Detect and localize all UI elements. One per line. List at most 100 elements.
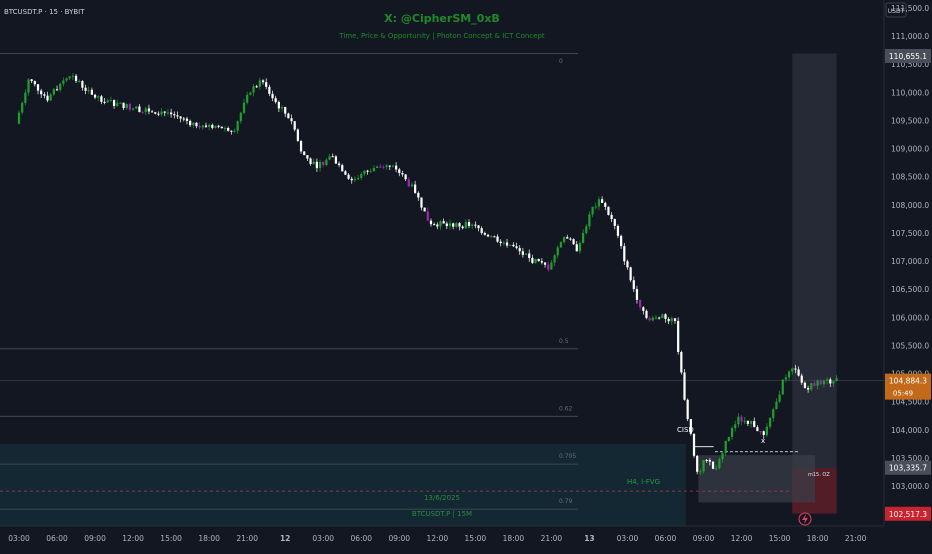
fib-label: 0.79: [559, 498, 573, 505]
candle-body: [71, 75, 74, 77]
candle-body: [78, 81, 81, 83]
candle-body: [385, 165, 388, 167]
price-axis[interactable]: USDT 111,500.0 111,000.0 110,500.0 110,000.…: [883, 0, 932, 526]
candle-body: [185, 118, 189, 121]
last-price-label: 104,884.3: [889, 377, 927, 386]
price-tick-label: 105,500.0: [891, 341, 929, 350]
time-tick-label: 12:00: [427, 534, 449, 543]
candle-body: [230, 130, 233, 132]
candle-body: [724, 440, 727, 453]
candle-body: [610, 214, 613, 220]
last-price-tag: [885, 373, 931, 400]
fvg-zone: [0, 443, 686, 526]
candle-body: [696, 455, 699, 472]
candle-body: [521, 251, 524, 255]
candle-body: [436, 224, 439, 227]
candle-body: [759, 431, 762, 433]
price-tag: [885, 460, 931, 475]
candle-body: [607, 206, 610, 215]
candle-body: [486, 234, 490, 237]
price-tag: [885, 506, 931, 521]
timeframe-label: BTCUSDT.P | 15M: [412, 510, 472, 518]
m15-label: m15. OZ: [808, 472, 830, 478]
candle-body: [93, 94, 97, 98]
candle-body: [623, 246, 626, 262]
candle-body: [768, 418, 772, 427]
candle-body: [677, 320, 680, 352]
candle-body: [109, 100, 113, 102]
price-tick-label: 107,500.0: [891, 229, 929, 238]
candle-body: [350, 178, 353, 181]
candle-body: [236, 121, 239, 131]
candle-body: [65, 78, 68, 81]
candle-body: [261, 80, 265, 83]
candle-body: [667, 318, 670, 322]
candle-body: [566, 237, 569, 239]
candle-body: [711, 461, 715, 469]
candle-body: [575, 244, 578, 252]
candle-body: [280, 107, 284, 109]
candle-body: [597, 199, 601, 207]
candle-body: [404, 174, 407, 180]
candle-body: [337, 163, 341, 166]
candle-body: [797, 369, 800, 376]
time-tick-label: 18:00: [198, 534, 220, 543]
candle-body: [106, 100, 109, 103]
candle-body: [363, 170, 366, 175]
candle-body: [778, 394, 781, 402]
candle-body: [100, 96, 103, 102]
candle-body: [664, 314, 667, 319]
candle-body: [382, 166, 385, 168]
watermark-title: X: @CipherSM_0xB: [384, 12, 500, 25]
candle-body: [534, 259, 537, 263]
price-tick-label: 111,500.0: [891, 4, 929, 13]
candle-body: [594, 206, 597, 208]
fib-label: 0: [559, 58, 563, 65]
candle-body: [822, 380, 826, 385]
candle-body: [806, 388, 810, 390]
candle-body: [819, 380, 822, 385]
time-tick-label: 15:00: [465, 534, 487, 543]
candle-body: [369, 171, 372, 173]
candle-body: [62, 80, 65, 84]
candle-body: [705, 459, 708, 461]
time-tick-label: 15:00: [160, 534, 182, 543]
candle-body: [255, 86, 258, 88]
candle-body: [249, 92, 252, 95]
time-axis[interactable]: 03:00 06:00 09:00 12:00 15:00 18:00 21:00 12 03:…: [0, 525, 932, 550]
time-tick-label: 12:00: [731, 534, 753, 543]
candle-body: [414, 184, 417, 193]
candle-body: [464, 222, 467, 229]
candle-body: [116, 103, 119, 106]
candle-body: [531, 257, 534, 263]
candle-body: [581, 232, 585, 243]
candle-body: [632, 280, 635, 290]
candle-body: [578, 242, 582, 252]
lightning-icon[interactable]: [798, 512, 812, 526]
candle-body: [772, 409, 775, 419]
candle-body: [562, 237, 566, 243]
candle-body: [410, 184, 414, 187]
candle-body: [233, 130, 236, 132]
candle-body: [154, 112, 157, 114]
time-tick-label: 21:00: [236, 534, 258, 543]
candle-body: [620, 235, 623, 247]
candle-body: [284, 107, 287, 114]
candle-body: [461, 226, 464, 229]
price-tick-label: 103,500.0: [891, 454, 929, 463]
candle-body: [306, 155, 309, 159]
candle-body: [642, 307, 645, 311]
time-tick-label: 21:00: [845, 534, 867, 543]
candle-body: [746, 420, 749, 424]
price-tick-label: 108,000.0: [891, 201, 929, 210]
candle-body: [150, 111, 154, 113]
candle-body: [803, 382, 807, 389]
candle-body: [17, 112, 21, 124]
candle-body: [556, 247, 559, 256]
candle-body: [686, 399, 689, 420]
candle-body: [30, 79, 33, 82]
candle-body: [528, 253, 531, 258]
candle-body: [40, 90, 43, 95]
